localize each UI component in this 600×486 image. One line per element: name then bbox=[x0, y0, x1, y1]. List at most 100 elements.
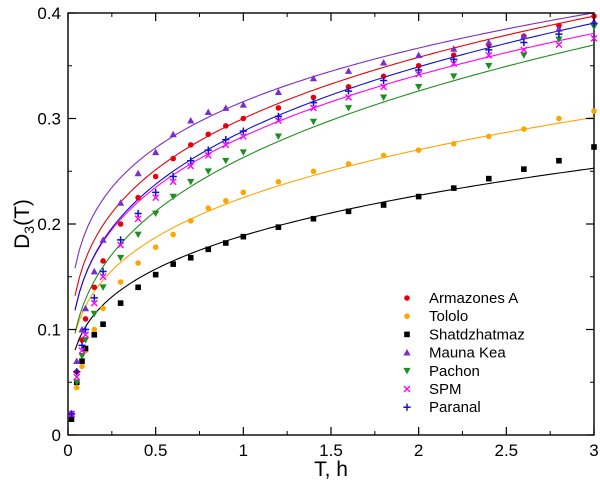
legend-marker bbox=[403, 403, 411, 411]
legend-label: Pachon bbox=[429, 363, 480, 380]
data-point bbox=[222, 141, 230, 149]
data-point bbox=[591, 144, 597, 150]
x-tick-label: 1 bbox=[239, 441, 248, 460]
series-mauna-kea bbox=[67, 17, 598, 417]
legend-marker bbox=[403, 349, 411, 356]
data-point bbox=[78, 347, 86, 355]
data-points bbox=[67, 13, 598, 422]
series-paranal bbox=[67, 19, 598, 418]
data-point bbox=[275, 224, 282, 230]
data-point bbox=[79, 358, 85, 364]
data-point bbox=[152, 194, 160, 202]
data-point bbox=[345, 208, 352, 215]
data-point bbox=[169, 178, 177, 186]
data-point bbox=[73, 357, 81, 365]
data-point bbox=[73, 379, 81, 386]
legend-label: Shatdzhatmaz bbox=[429, 326, 525, 343]
data-point bbox=[205, 131, 212, 138]
data-point bbox=[274, 117, 282, 125]
data-point bbox=[78, 341, 86, 349]
data-point bbox=[81, 325, 90, 334]
fit-line-paranal bbox=[74, 22, 595, 311]
data-point bbox=[380, 152, 387, 159]
y-tick-label: 0.1 bbox=[37, 321, 61, 340]
y-axis-title-subscript: 3 bbox=[21, 226, 37, 234]
data-point bbox=[99, 273, 107, 281]
data-point bbox=[239, 149, 247, 156]
data-point bbox=[90, 294, 98, 302]
legend-marker bbox=[404, 313, 410, 320]
series-armazones-a bbox=[68, 13, 597, 417]
data-point bbox=[67, 410, 76, 418]
data-point bbox=[91, 326, 98, 333]
data-point bbox=[187, 157, 195, 165]
data-point bbox=[187, 254, 194, 261]
data-point bbox=[344, 67, 353, 74]
data-point bbox=[345, 84, 352, 90]
data-point bbox=[222, 157, 230, 165]
x-tick-label: 0 bbox=[63, 441, 72, 460]
data-point bbox=[117, 236, 125, 244]
fit-line-pachon bbox=[74, 44, 595, 333]
data-point bbox=[223, 197, 229, 204]
data-point bbox=[240, 189, 247, 196]
plot-frame bbox=[67, 12, 595, 436]
data-point bbox=[450, 52, 457, 58]
legend-item-pachon: Pachon bbox=[403, 363, 480, 380]
data-point bbox=[90, 299, 98, 307]
data-point bbox=[555, 30, 563, 38]
data-point bbox=[485, 51, 493, 59]
data-point bbox=[415, 70, 423, 78]
data-point bbox=[310, 168, 317, 175]
data-point bbox=[73, 373, 81, 381]
fit-line-shatdzhatmaz bbox=[74, 167, 595, 351]
fit-line-tololo bbox=[74, 116, 595, 335]
x-tick-label: 3 bbox=[589, 441, 598, 460]
data-point bbox=[134, 209, 142, 218]
data-point bbox=[590, 19, 598, 28]
data-point bbox=[117, 300, 124, 306]
data-point bbox=[223, 240, 229, 246]
data-point bbox=[68, 416, 75, 422]
data-point bbox=[169, 193, 177, 201]
legend-label: Armazones A bbox=[429, 290, 518, 307]
data-point bbox=[117, 254, 125, 262]
data-point bbox=[239, 101, 247, 108]
legend-marker bbox=[404, 331, 410, 338]
data-point bbox=[222, 136, 230, 144]
data-point bbox=[344, 87, 353, 95]
fit-line-armazones-a bbox=[74, 15, 595, 296]
data-point bbox=[223, 123, 229, 129]
data-point bbox=[134, 169, 142, 177]
y-axis-title-main: D bbox=[11, 234, 34, 249]
data-point bbox=[274, 88, 282, 96]
data-point bbox=[117, 279, 124, 285]
data-point bbox=[205, 246, 212, 253]
y-tick-label: 0 bbox=[52, 426, 61, 445]
data-point bbox=[309, 99, 318, 107]
data-point bbox=[135, 194, 141, 201]
data-point bbox=[486, 175, 492, 182]
data-point bbox=[204, 151, 212, 159]
data-point bbox=[91, 284, 98, 291]
data-point bbox=[91, 331, 98, 338]
data-point bbox=[81, 337, 90, 344]
legend-item-paranal: Paranal bbox=[403, 399, 481, 416]
y-axis-title: D3(T) bbox=[11, 199, 37, 249]
data-point bbox=[152, 244, 159, 251]
data-point bbox=[152, 173, 159, 180]
data-point bbox=[555, 25, 563, 32]
axis-ticks bbox=[67, 12, 595, 436]
data-point bbox=[520, 46, 528, 54]
legend-item-spm: SPM bbox=[403, 381, 462, 398]
data-point bbox=[135, 284, 141, 291]
data-point bbox=[415, 147, 422, 153]
data-point bbox=[520, 52, 528, 59]
data-point bbox=[187, 178, 195, 186]
data-point bbox=[152, 188, 160, 196]
data-point bbox=[310, 94, 317, 101]
data-point bbox=[380, 76, 388, 85]
y-tick-label: 0.4 bbox=[37, 4, 61, 23]
data-point bbox=[99, 236, 107, 243]
legend-item-shatdzhatmaz: Shatdzhatmaz bbox=[404, 326, 525, 343]
